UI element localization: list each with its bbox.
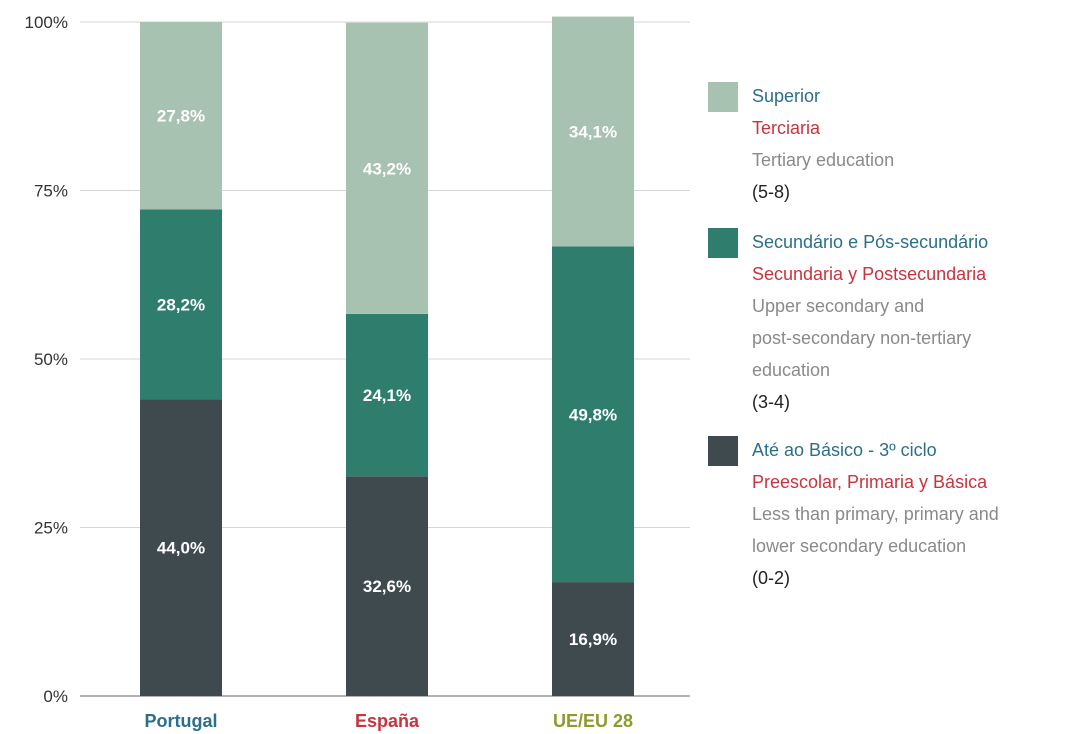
y-axis: 0% 25% 50% 75% 100% — [25, 13, 68, 706]
legend-label-code: (5-8) — [752, 182, 791, 202]
legend-item-secondary: Secundário e Pós-secundário Secundaria y… — [708, 226, 1080, 418]
legend-label-es: Secundaria y Postsecundaria — [752, 264, 987, 284]
legend-label-pt: Superior — [752, 86, 821, 106]
bar-segment-basic — [552, 582, 634, 696]
bar-segment-tertiary — [552, 16, 634, 247]
x-axis: Portugal España UE/EU 28 — [144, 711, 633, 731]
bar-stack: 16,9% 49,8% 34,1% — [552, 16, 634, 696]
y-tick-label: 0% — [43, 687, 68, 706]
x-category-label: UE/EU 28 — [553, 711, 633, 731]
bar-stack: 44,0% 28,2% 27,8% — [140, 22, 222, 696]
legend-label-es: Terciaria — [752, 118, 821, 138]
x-category-label: España — [355, 711, 420, 731]
bar-segment-tertiary — [346, 22, 428, 314]
bar-segment-basic — [346, 476, 428, 696]
bar-segment-tertiary — [140, 22, 222, 210]
legend-swatch-secondary — [708, 228, 738, 258]
legend-label-en: post-secondary non-tertiary — [752, 328, 972, 348]
data-label: 27,8% — [157, 107, 205, 126]
data-label: 32,6% — [363, 577, 411, 596]
legend-swatch-tertiary — [708, 82, 738, 112]
legend-label-en: education — [752, 360, 831, 380]
data-label: 44,0% — [157, 539, 205, 558]
data-label: 28,2% — [157, 295, 205, 314]
legend-label-pt: Até ao Básico - 3º ciclo — [752, 440, 937, 460]
bar-segment-secondary — [140, 209, 222, 400]
bar-segment-secondary — [346, 313, 428, 477]
bar-segment-secondary — [552, 246, 634, 583]
y-tick-label: 25% — [34, 519, 68, 538]
legend-swatch-basic — [708, 436, 738, 466]
legend-label-code: (3-4) — [752, 392, 791, 412]
y-tick-label: 100% — [25, 13, 68, 32]
legend-item-basic: Até ao Básico - 3º ciclo Preescolar, Pri… — [708, 434, 1080, 594]
y-tick-label: 50% — [34, 350, 68, 369]
y-tick-label: 75% — [34, 182, 68, 201]
legend-label-en: lower secondary education — [752, 536, 967, 556]
data-label: 34,1% — [569, 123, 617, 142]
x-category-label: Portugal — [144, 711, 217, 731]
bar-segment-basic — [140, 399, 222, 696]
legend-label-en: Less than primary, primary and — [752, 504, 999, 524]
legend-label-pt: Secundário e Pós-secundário — [752, 232, 989, 252]
data-label: 24,1% — [363, 386, 411, 405]
data-label: 49,8% — [569, 405, 617, 424]
legend-label-es: Preescolar, Primaria y Básica — [752, 472, 988, 492]
bars: 44,0% 28,2% 27,8% 32,6% 24,1% 43,2% 16,9% 49,8%… — [140, 16, 634, 696]
bar-stack: 32,6% 24,1% 43,2% — [346, 22, 428, 696]
legend-label-en: Tertiary education — [752, 150, 895, 170]
legend-item-tertiary: Superior Terciaria Tertiary education (5… — [708, 80, 1080, 208]
legend-label-en: Upper secondary and — [752, 296, 925, 316]
data-label: 16,9% — [569, 630, 617, 649]
data-label: 43,2% — [363, 159, 411, 178]
legend: Superior Terciaria Tertiary education (5… — [708, 80, 1080, 594]
legend-label-code: (0-2) — [752, 568, 791, 588]
stacked-bar-chart: 0% 25% 50% 75% 100% 44,0% 28,2% 27,8% 32,6% 24,1… — [25, 13, 690, 731]
